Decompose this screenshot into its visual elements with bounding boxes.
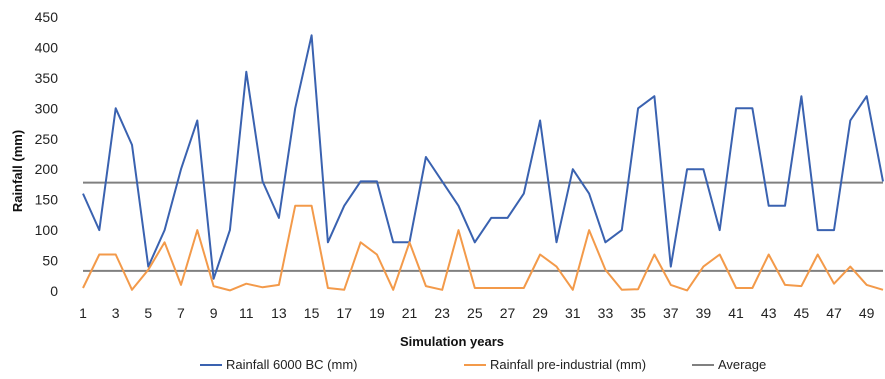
series-line [82,34,884,280]
x-tick-label: 25 [467,305,483,321]
y-tick-label: 100 [35,222,59,238]
y-tick-label: 250 [35,131,59,147]
x-tick-label: 49 [859,305,875,321]
y-tick-label: 400 [35,39,59,55]
series-line [82,204,884,292]
x-tick-label: 43 [761,305,777,321]
legend: Rainfall 6000 BC (mm) Rainfall pre-indust… [200,357,766,372]
y-tick-label: 350 [35,70,59,86]
y-axis-ticks: 0 50 100 150 200 250 300 350 400 450 [35,9,59,299]
y-tick-label: 50 [42,253,58,269]
x-tick-label: 33 [598,305,614,321]
x-tick-label: 1 [79,305,87,321]
x-tick-label: 47 [826,305,842,321]
x-tick-label: 21 [402,305,418,321]
x-tick-label: 31 [565,305,581,321]
legend-label: Rainfall pre-industrial (mm) [490,357,646,372]
legend-label: Rainfall 6000 BC (mm) [226,357,358,372]
x-tick-label: 3 [112,305,120,321]
x-axis-ticks: 1 3 5 7 9 11 13 15 17 19 21 23 25 27 29 31 33 35 37 39 41 43 4… [79,305,875,321]
x-tick-label: 5 [144,305,152,321]
y-tick-label: 0 [50,283,58,299]
x-tick-label: 27 [500,305,516,321]
y-tick-label: 450 [35,9,59,25]
x-tick-label: 45 [794,305,810,321]
x-tick-label: 29 [532,305,548,321]
y-axis-title: Rainfall (mm) [10,130,25,212]
x-axis-title: Simulation years [400,334,504,349]
series-lines [82,34,884,292]
x-tick-label: 35 [630,305,646,321]
x-tick-label: 19 [369,305,385,321]
x-tick-label: 11 [239,305,254,321]
x-tick-label: 15 [304,305,320,321]
y-tick-label: 200 [35,161,59,177]
x-tick-label: 9 [210,305,218,321]
x-tick-label: 23 [434,305,450,321]
y-tick-label: 300 [35,100,59,116]
legend-label: Average [718,357,766,372]
average-lines [83,181,883,272]
y-tick-label: 150 [35,192,59,208]
x-tick-label: 39 [696,305,712,321]
x-tick-label: 17 [336,305,352,321]
x-tick-label: 37 [663,305,679,321]
x-tick-label: 7 [177,305,185,321]
x-tick-label: 13 [271,305,287,321]
x-tick-label: 41 [728,305,744,321]
